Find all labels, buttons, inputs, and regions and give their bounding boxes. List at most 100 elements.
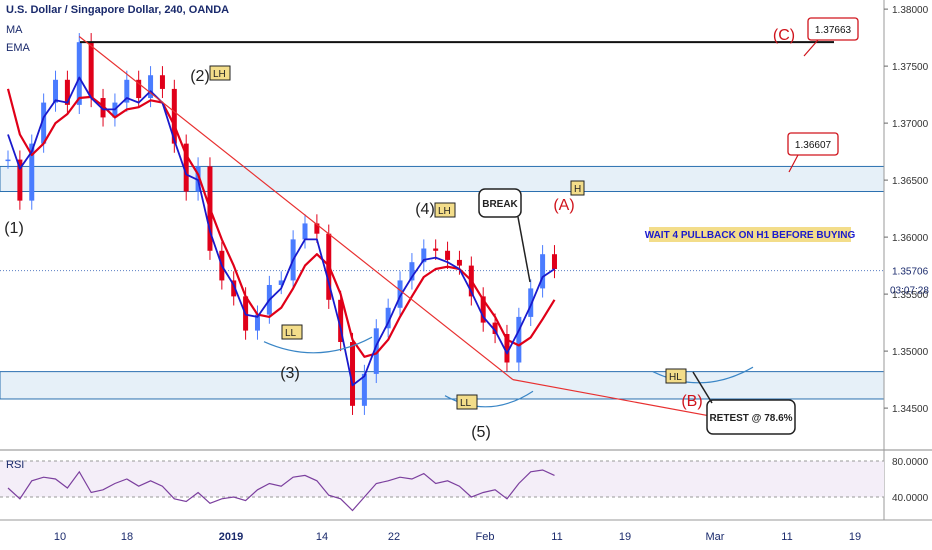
price-candle xyxy=(231,280,237,297)
ema-legend-label[interactable]: EMA xyxy=(6,42,30,54)
y-tick-label: 1.36000 xyxy=(892,233,929,244)
price-candle xyxy=(516,316,522,363)
price-candle xyxy=(409,262,415,281)
price-candle xyxy=(540,254,546,289)
time-axis: 10 18 2019 14 22 Feb 11 19 Mar 11 19 xyxy=(54,531,861,543)
retest-callout-box xyxy=(706,399,796,435)
x-tick-label: 11 xyxy=(781,531,792,543)
y-tick-label: 1.34500 xyxy=(892,404,929,415)
break-callout-text: BREAK xyxy=(482,199,518,210)
y-tick-label: 1.37000 xyxy=(892,119,929,130)
y-tick-label: 1.35000 xyxy=(892,347,929,358)
wait-note-text: WAIT 4 PULLBACK ON H1 BEFORE BUYING xyxy=(645,230,856,241)
x-tick-label: 19 xyxy=(619,531,631,543)
price-series-layer xyxy=(5,33,557,415)
price-candle xyxy=(361,373,367,406)
price-candle xyxy=(124,79,130,103)
ema-line xyxy=(6,88,556,358)
price-candle xyxy=(314,223,320,234)
x-tick-label: 11 xyxy=(551,531,562,543)
low-arc-5 xyxy=(444,390,534,408)
price-candle xyxy=(350,341,356,406)
rsi-legend-label[interactable]: RSI xyxy=(6,459,25,471)
price-candle xyxy=(183,143,189,192)
wave-label-a: (A) xyxy=(553,197,574,214)
price-candle xyxy=(195,166,201,192)
tag-lh-2-text: LH xyxy=(438,206,451,217)
price-candle xyxy=(64,79,70,105)
grid-lines xyxy=(0,0,932,521)
price-candle xyxy=(41,102,47,144)
rsi-line xyxy=(7,469,555,512)
ma-legend-label[interactable]: MA xyxy=(6,24,23,36)
rsi-band xyxy=(0,461,884,497)
wave-label-1: (1) xyxy=(4,220,24,237)
target-c-callout-text: 1.37663 xyxy=(815,25,852,36)
price-candle xyxy=(302,223,308,240)
price-candle xyxy=(88,42,94,99)
tag-lh-2: LH xyxy=(434,202,456,218)
x-tick-label: Mar xyxy=(706,531,725,543)
price-candle xyxy=(136,79,142,99)
price-candle xyxy=(456,259,462,266)
price-candle xyxy=(528,288,534,317)
retest-pointer xyxy=(692,371,713,404)
target-2-callout: 1.36607 xyxy=(787,132,839,173)
x-tick-label: 10 xyxy=(54,531,66,543)
price-candle xyxy=(338,299,344,342)
break-callout-box xyxy=(478,188,522,218)
break-callout: BREAK xyxy=(478,188,522,218)
price-candle xyxy=(100,98,106,118)
wave-label-2: (2) xyxy=(190,68,210,85)
wave-label-4: (4) xyxy=(415,201,435,218)
break-pointer xyxy=(517,216,531,283)
price-candle xyxy=(504,334,510,363)
support-zone xyxy=(0,371,885,400)
price-candle xyxy=(53,79,59,103)
price-candle xyxy=(421,248,427,263)
ma-line xyxy=(7,76,556,387)
tag-ll-2: LL xyxy=(456,394,478,410)
tag-hl-box xyxy=(665,368,687,384)
chart-title: U.S. Dollar / Singapore Dollar, 240, OAN… xyxy=(6,4,230,16)
target-2-callout-pointer xyxy=(788,154,799,173)
price-candle xyxy=(159,75,165,89)
price-candle xyxy=(17,159,23,201)
resistance-zone xyxy=(0,165,885,193)
x-tick-label: Feb xyxy=(476,531,495,543)
y-tick-label: 1.36500 xyxy=(892,176,929,187)
price-candle xyxy=(76,42,82,105)
tag-h: H xyxy=(570,180,585,196)
tag-lh-1-box xyxy=(209,65,231,81)
target-c-callout: 1.37663 xyxy=(803,17,859,57)
price-candle xyxy=(171,88,177,144)
price-candle xyxy=(480,296,486,323)
tag-hl-text: HL xyxy=(669,372,682,383)
tag-lh-2-box xyxy=(434,202,456,218)
target-2-callout-box xyxy=(787,132,839,156)
price-candle xyxy=(148,75,154,99)
tag-h-text: H xyxy=(574,184,581,195)
tag-ll-2-text: LL xyxy=(460,398,472,409)
x-tick-label: 18 xyxy=(121,531,133,543)
tag-lh-1: LH xyxy=(209,65,231,81)
tag-ll-1-text: LL xyxy=(285,328,297,339)
current-price-label: 1.35706 xyxy=(892,267,929,278)
target-c-callout-box xyxy=(807,17,859,41)
low-arc-b xyxy=(652,366,754,384)
rsi-tick-label: 40.0000 xyxy=(892,493,929,504)
x-tick-label: 22 xyxy=(388,531,400,543)
annotation-layer: (1) (2) (3) (4) (5) (A) (B) (C) LH LH LL LL H HL BREAK… xyxy=(4,17,859,441)
price-candle xyxy=(551,254,557,270)
wait-note: WAIT 4 PULLBACK ON H1 BEFORE BUYING xyxy=(645,227,856,242)
wave-label-b: (B) xyxy=(681,393,702,410)
tag-hl: HL xyxy=(665,368,687,384)
low-arc-3 xyxy=(263,336,373,354)
wave-label-3: (3) xyxy=(280,365,300,382)
price-axis: 1.38000 1.37500 1.37000 1.36500 1.36000 1.355… xyxy=(884,5,932,504)
tag-ll-1: LL xyxy=(281,324,303,340)
retest-callout-text: RETEST @ 78.6% xyxy=(709,413,792,424)
y-tick-label: 1.38000 xyxy=(892,5,929,16)
support-resistance-zones xyxy=(0,165,885,400)
